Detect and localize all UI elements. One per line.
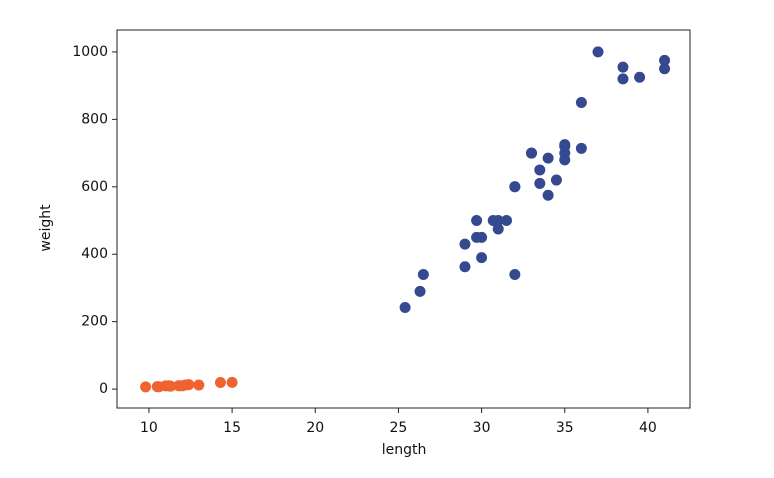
y-tick-label: 400 <box>81 246 108 262</box>
point <box>550 174 562 186</box>
point <box>471 215 483 227</box>
point <box>534 177 546 189</box>
point <box>542 189 554 201</box>
point <box>140 381 152 393</box>
point <box>617 73 629 85</box>
x-tick-label: 30 <box>473 420 491 436</box>
point <box>659 54 671 66</box>
y-axis-label: weight <box>38 204 54 252</box>
point <box>534 164 546 176</box>
point <box>575 96 587 108</box>
point <box>634 71 646 83</box>
point <box>417 268 429 280</box>
point <box>525 147 537 159</box>
x-tick-label: 25 <box>390 420 408 436</box>
point <box>509 181 521 193</box>
point <box>617 61 629 73</box>
point <box>492 223 504 235</box>
point <box>214 376 226 388</box>
x-tick-label: 35 <box>556 420 574 436</box>
point <box>226 376 238 388</box>
point <box>501 215 513 227</box>
y-tick-label: 600 <box>81 179 108 195</box>
y-tick-label: 1000 <box>72 44 108 60</box>
point <box>559 140 571 152</box>
point <box>492 215 504 227</box>
x-tick-label: 15 <box>223 420 241 436</box>
x-tick-label: 10 <box>140 420 158 436</box>
point <box>542 152 554 164</box>
point <box>476 231 488 243</box>
x-axis-label: length <box>382 442 427 458</box>
point <box>575 142 587 154</box>
point <box>459 238 471 250</box>
point <box>193 379 205 391</box>
point <box>509 268 521 280</box>
point <box>659 63 671 75</box>
point <box>165 380 177 392</box>
x-tick-label: 20 <box>306 420 324 436</box>
point <box>592 46 604 58</box>
point <box>414 285 426 297</box>
point <box>459 261 471 273</box>
y-tick-label: 800 <box>81 111 108 127</box>
y-tick-label: 200 <box>81 314 108 330</box>
x-tick-label: 40 <box>639 420 657 436</box>
point <box>399 302 411 314</box>
plot-frame <box>116 29 691 409</box>
point <box>476 252 488 264</box>
y-tick-label: 0 <box>99 381 108 397</box>
point <box>183 379 195 391</box>
